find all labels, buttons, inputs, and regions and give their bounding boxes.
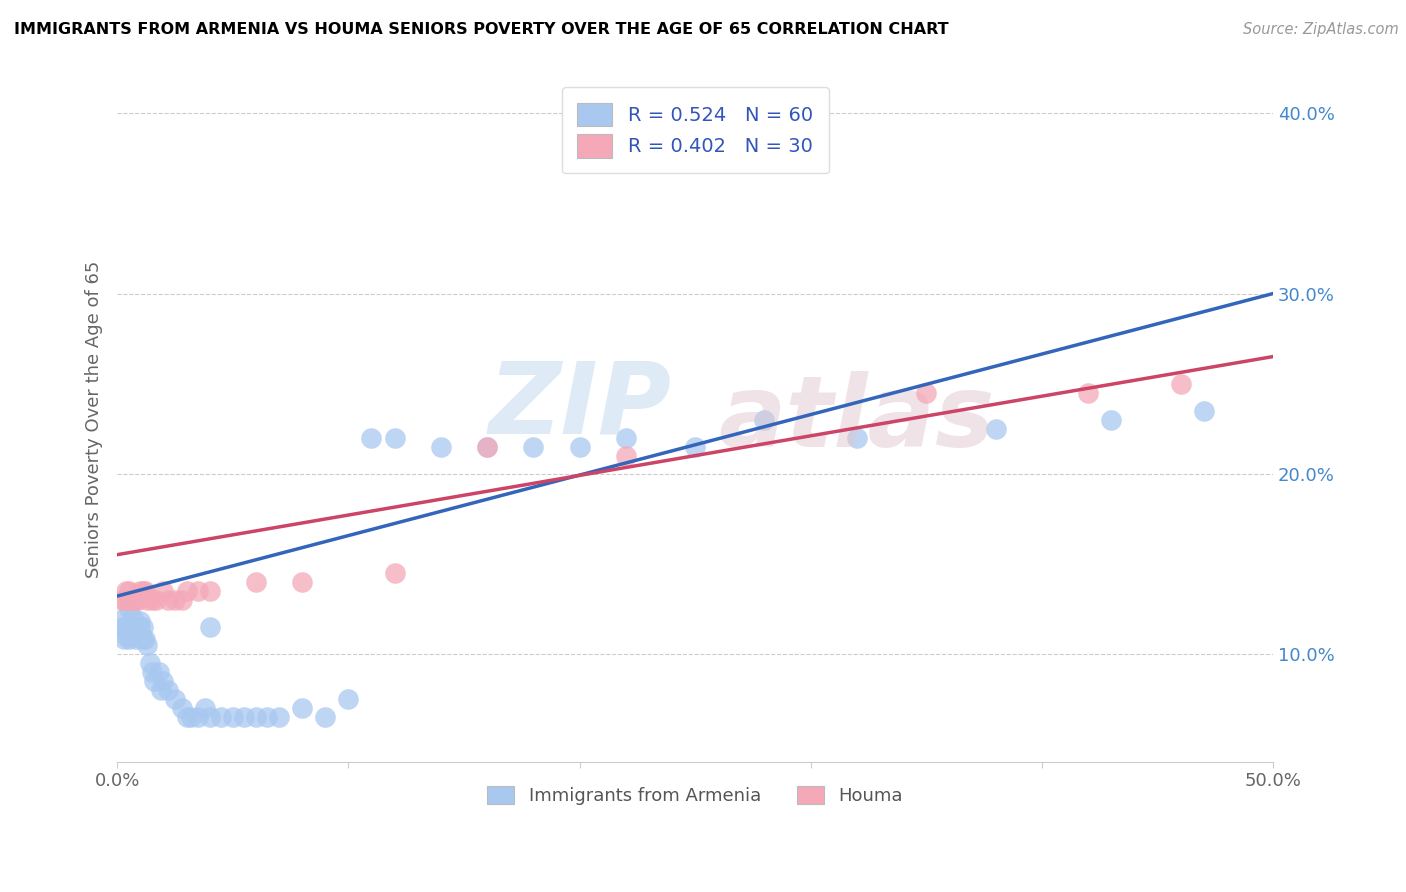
Point bbox=[152, 583, 174, 598]
Point bbox=[198, 620, 221, 634]
Point bbox=[118, 592, 141, 607]
Point bbox=[112, 592, 135, 607]
Text: ZIP: ZIP bbox=[489, 358, 672, 454]
Point bbox=[209, 710, 232, 724]
Point bbox=[187, 710, 209, 724]
Point bbox=[120, 620, 142, 634]
Point bbox=[291, 700, 314, 714]
Point bbox=[180, 710, 202, 724]
Point bbox=[163, 592, 186, 607]
Point bbox=[194, 700, 217, 714]
Point bbox=[131, 620, 153, 634]
Point bbox=[176, 710, 198, 724]
Point bbox=[120, 592, 142, 607]
Point bbox=[245, 574, 267, 589]
Legend: Immigrants from Armenia, Houma: Immigrants from Armenia, Houma bbox=[478, 777, 912, 814]
Text: IMMIGRANTS FROM ARMENIA VS HOUMA SENIORS POVERTY OVER THE AGE OF 65 CORRELATION : IMMIGRANTS FROM ARMENIA VS HOUMA SENIORS… bbox=[14, 22, 949, 37]
Point bbox=[614, 449, 637, 463]
Point bbox=[122, 592, 145, 607]
Point bbox=[129, 620, 152, 634]
Point bbox=[915, 385, 938, 400]
Point bbox=[614, 431, 637, 445]
Point bbox=[384, 566, 406, 580]
Point bbox=[233, 710, 256, 724]
Point bbox=[127, 629, 149, 643]
Point bbox=[187, 583, 209, 598]
Point bbox=[122, 620, 145, 634]
Point bbox=[131, 632, 153, 647]
Point bbox=[127, 592, 149, 607]
Point bbox=[170, 592, 193, 607]
Point bbox=[111, 592, 134, 607]
Point bbox=[115, 629, 138, 643]
Y-axis label: Seniors Poverty Over the Age of 65: Seniors Poverty Over the Age of 65 bbox=[86, 261, 103, 578]
Point bbox=[475, 440, 498, 454]
Point bbox=[125, 632, 148, 647]
Point bbox=[754, 412, 776, 426]
Point bbox=[314, 710, 336, 724]
Point bbox=[245, 710, 267, 724]
Point bbox=[157, 592, 180, 607]
Point bbox=[291, 574, 314, 589]
Point bbox=[475, 440, 498, 454]
Point bbox=[118, 601, 141, 615]
Point bbox=[125, 620, 148, 634]
Point bbox=[430, 440, 453, 454]
Point bbox=[136, 638, 159, 652]
Point bbox=[118, 583, 141, 598]
Point bbox=[1192, 403, 1215, 417]
Point bbox=[125, 592, 148, 607]
Point bbox=[163, 691, 186, 706]
Point bbox=[568, 440, 591, 454]
Point bbox=[150, 682, 173, 697]
Point bbox=[138, 656, 160, 670]
Point bbox=[141, 592, 163, 607]
Point bbox=[129, 615, 152, 629]
Point bbox=[845, 431, 868, 445]
Point bbox=[115, 620, 138, 634]
Point bbox=[120, 620, 142, 634]
Point bbox=[984, 422, 1007, 436]
Point bbox=[198, 583, 221, 598]
Point bbox=[143, 673, 166, 688]
Point bbox=[111, 620, 134, 634]
Point bbox=[148, 665, 170, 679]
Point bbox=[198, 710, 221, 724]
Point bbox=[170, 700, 193, 714]
Point bbox=[360, 431, 382, 445]
Point bbox=[134, 583, 156, 598]
Point bbox=[118, 632, 141, 647]
Point bbox=[522, 440, 544, 454]
Point bbox=[176, 583, 198, 598]
Point bbox=[1077, 385, 1099, 400]
Point bbox=[136, 592, 159, 607]
Point bbox=[683, 440, 706, 454]
Point bbox=[131, 583, 153, 598]
Point bbox=[267, 710, 290, 724]
Point bbox=[118, 620, 141, 634]
Point bbox=[115, 583, 138, 598]
Point bbox=[112, 632, 135, 647]
Point bbox=[337, 691, 360, 706]
Point bbox=[1099, 412, 1122, 426]
Point bbox=[145, 592, 167, 607]
Point bbox=[384, 431, 406, 445]
Point bbox=[120, 629, 142, 643]
Point bbox=[112, 610, 135, 624]
Point bbox=[222, 710, 245, 724]
Point bbox=[1170, 376, 1192, 391]
Text: atlas: atlas bbox=[718, 371, 994, 468]
Point bbox=[152, 673, 174, 688]
Point bbox=[256, 710, 278, 724]
Point bbox=[157, 682, 180, 697]
Point bbox=[141, 665, 163, 679]
Text: Source: ZipAtlas.com: Source: ZipAtlas.com bbox=[1243, 22, 1399, 37]
Point bbox=[122, 610, 145, 624]
Point bbox=[129, 583, 152, 598]
Point bbox=[134, 632, 156, 647]
Point bbox=[127, 620, 149, 634]
